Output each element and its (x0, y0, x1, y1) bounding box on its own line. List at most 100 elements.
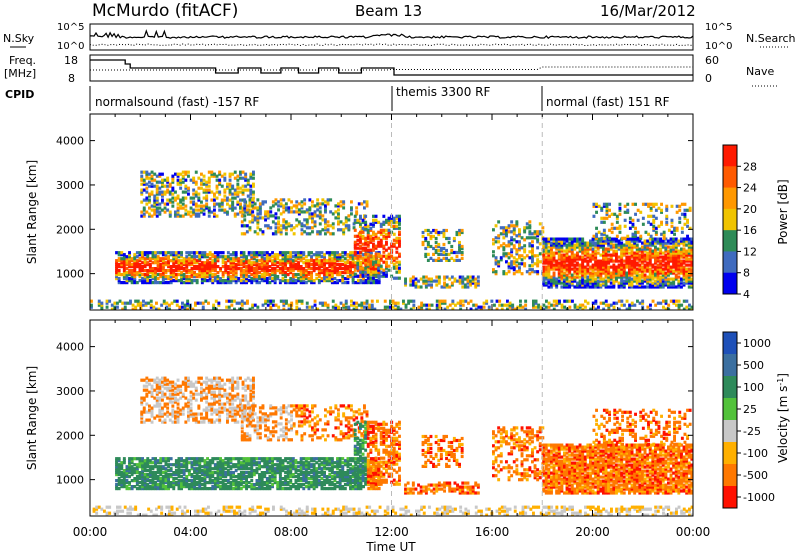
heatmap-cell (524, 299, 528, 303)
heatmap-cell (534, 305, 538, 309)
heatmap-cell (528, 264, 532, 268)
heatmap-cell (568, 305, 572, 309)
heatmap-cell (139, 305, 143, 309)
heatmap-cell (251, 220, 255, 224)
heatmap-cell (592, 202, 596, 206)
heatmap-cell (315, 273, 319, 277)
heatmap-cell (231, 200, 235, 204)
heatmap-cell (343, 265, 347, 269)
heatmap-cell (680, 226, 684, 230)
heatmap-cell (635, 281, 639, 285)
heatmap-cell (224, 267, 228, 271)
heatmap-cell (434, 258, 438, 262)
heatmap-cell (303, 210, 307, 214)
heatmap-cell (532, 299, 535, 303)
heatmap-cell (216, 253, 220, 257)
heatmap-cell (617, 245, 621, 249)
heatmap-cell (292, 210, 296, 214)
heatmap-cell (265, 271, 269, 275)
heatmap-cell (151, 261, 155, 265)
heatmap-cell (216, 471, 220, 475)
heatmap-cell (226, 487, 230, 491)
heatmap-cell (347, 224, 351, 228)
heatmap-cell (125, 467, 129, 471)
heatmap-cell (349, 257, 352, 261)
heatmap-cell (469, 275, 472, 279)
heatmap-cell (154, 259, 157, 263)
heatmap-cell (282, 206, 286, 210)
heatmap-cell (312, 279, 316, 283)
heatmap-cell (241, 210, 245, 214)
heatmap-cell (651, 281, 655, 285)
heatmap-cell (573, 255, 577, 259)
heatmap-cell (581, 265, 585, 269)
heatmap-cell (203, 275, 207, 279)
heatmap-cell (194, 212, 198, 216)
heatmap-cell (656, 255, 660, 259)
heatmap-cell (523, 230, 527, 234)
heatmap-cell (377, 255, 381, 259)
heatmap-cell (557, 273, 561, 277)
heatmap-cell (528, 268, 532, 272)
heatmap-cell (382, 274, 386, 278)
heatmap-cell (630, 273, 634, 277)
heatmap-cell (669, 281, 673, 285)
heatmap-cell (234, 255, 238, 259)
heatmap-cell (276, 265, 280, 269)
heatmap-cell (198, 273, 202, 277)
heatmap-cell (633, 241, 637, 245)
heatmap-cell (604, 257, 608, 261)
heatmap-cell (555, 237, 559, 241)
heatmap-cell (578, 237, 582, 241)
heatmap-cell (523, 226, 527, 230)
heatmap-cell (544, 267, 548, 271)
heatmap-cell (586, 275, 590, 279)
heatmap-cell (682, 271, 686, 275)
heatmap-cell (602, 216, 606, 220)
heatmap-cell (148, 184, 151, 188)
heatmap-cell (223, 178, 227, 182)
heatmap-cell (125, 487, 129, 491)
heatmap-cell (359, 230, 362, 234)
heatmap-cell (163, 184, 167, 188)
heatmap-cell (519, 303, 522, 307)
heatmap-cell (372, 224, 375, 228)
heatmap-cell (362, 253, 365, 257)
heatmap-cell (208, 263, 212, 267)
heatmap-cell (164, 479, 168, 483)
heatmap-cell (664, 257, 668, 261)
heatmap-cell (635, 255, 639, 259)
heatmap-cell (665, 204, 669, 208)
heatmap-cell (372, 242, 375, 246)
heatmap-cell (573, 245, 577, 249)
heatmap-cell (690, 271, 693, 275)
heatmap-cell (166, 180, 170, 184)
heatmap-cell (252, 196, 255, 200)
heatmap-cell (140, 210, 144, 214)
heatmap-cell (143, 269, 147, 273)
heatmap-cell (387, 222, 391, 226)
heatmap-cell (432, 246, 435, 251)
heatmap-cell (560, 237, 564, 241)
heatmap-cell (620, 249, 624, 253)
heatmap-cell (193, 255, 196, 259)
heatmap-cell (171, 178, 175, 182)
heatmap-cell (341, 279, 345, 283)
heatmap-cell (675, 204, 679, 208)
heatmap-cell (236, 190, 240, 194)
heatmap-cell (154, 475, 157, 479)
heatmap-cell (638, 267, 642, 271)
heatmap-cell (544, 237, 548, 241)
heatmap-cell (271, 261, 274, 265)
heatmap-cell (382, 260, 386, 264)
heatmap-cell (613, 212, 617, 216)
heatmap-cell (180, 279, 183, 283)
heatmap-cell (193, 485, 196, 489)
heatmap-cell (252, 273, 256, 277)
heatmap-cell (338, 265, 342, 269)
heatmap-cell (193, 475, 196, 479)
heatmap-cell (583, 259, 587, 263)
heatmap-cell (544, 239, 548, 243)
heatmap-cell (167, 277, 170, 281)
heatmap-cell (146, 279, 150, 283)
